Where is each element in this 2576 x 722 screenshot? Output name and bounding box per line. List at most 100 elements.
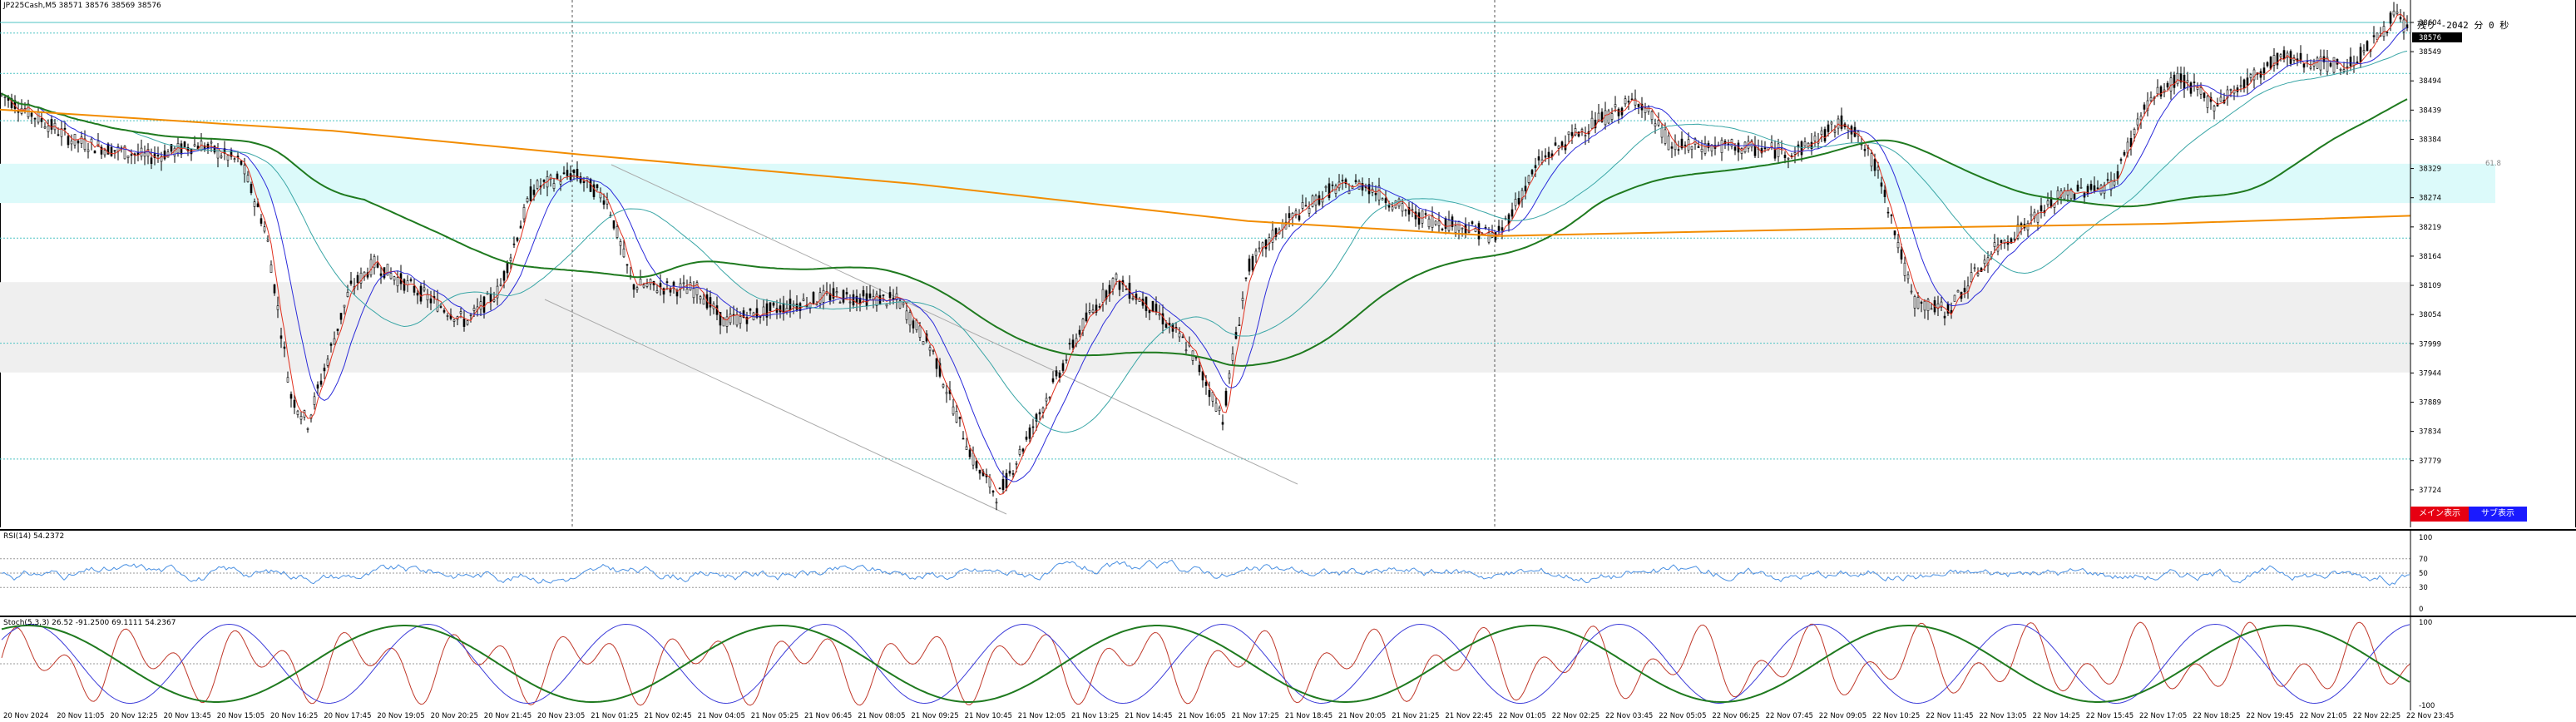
- candle-body: [1654, 123, 1657, 126]
- candle-body: [1557, 146, 1560, 149]
- candle-body: [978, 469, 981, 474]
- candle-body: [1896, 242, 1900, 249]
- candle-body: [1008, 470, 1011, 474]
- candle-body: [283, 346, 286, 349]
- time-tick-label: 20 Nov 23:05: [537, 712, 585, 720]
- candle-body: [1437, 220, 1441, 226]
- candle-body: [1241, 298, 1244, 301]
- time-tick-label: 21 Nov 09:25: [911, 712, 958, 720]
- candle-body: [1454, 225, 1457, 233]
- candle-body: [1660, 127, 1664, 138]
- candle-body: [1324, 185, 1328, 189]
- candle-body: [1760, 148, 1763, 154]
- candle-body: [1684, 144, 1687, 146]
- candle-body: [2089, 184, 2093, 190]
- price-chart-canvas[interactable]: 38604 38549 38494 38439 38384 38329 38274 38219…: [0, 0, 2576, 527]
- candle-body: [1181, 336, 1184, 339]
- candle-body: [675, 290, 679, 297]
- oscillator-indicator-pane[interactable]: 100 -100 Stoch(5,3,3) 26.52 -91.2500 69.1…: [0, 616, 2576, 710]
- candle-body: [1211, 392, 1214, 402]
- candle-body: [2173, 74, 2176, 88]
- candle-body: [2329, 62, 2332, 67]
- time-axis: 20 Nov 2024 20 Nov 11:05 20 Nov 12:25 20 No…: [0, 709, 2576, 722]
- candle-body: [1833, 131, 1837, 133]
- candle-body: [1108, 284, 1111, 294]
- candle-body: [645, 283, 649, 287]
- candle-body: [991, 491, 995, 493]
- candle-body: [37, 111, 40, 123]
- candle-body: [1035, 413, 1038, 422]
- candle-body: [802, 299, 805, 301]
- osc-slow-line: [1, 625, 2410, 703]
- candle-body: [1574, 128, 1577, 136]
- candle-body: [299, 416, 303, 420]
- candle-body: [1071, 339, 1075, 349]
- osc-fast-line: [1, 621, 2410, 706]
- candle-body: [419, 285, 423, 302]
- oscillator-canvas[interactable]: 100 -100: [0, 617, 2576, 710]
- candle-body: [2136, 118, 2139, 126]
- candle-body: [213, 146, 216, 153]
- candle-body: [386, 264, 389, 276]
- candle-body: [582, 180, 586, 183]
- candle-body: [1733, 146, 1737, 151]
- candle-body: [1341, 180, 1344, 182]
- rsi-scale-label: 50: [2419, 570, 2428, 578]
- rsi-indicator-pane[interactable]: 100 70 50 30 0 RSI(14) 54.2372: [0, 529, 2576, 616]
- candle-body: [612, 220, 616, 229]
- candle-body: [1777, 143, 1780, 157]
- candle-body: [1125, 289, 1128, 290]
- candle-body: [659, 283, 662, 288]
- candle-body: [695, 282, 699, 295]
- candle-body: [496, 285, 499, 299]
- candle-body: [40, 118, 43, 122]
- candle-body: [96, 141, 100, 146]
- candle-body: [968, 449, 972, 457]
- time-tick-label: 21 Nov 10:45: [965, 712, 1012, 720]
- candle-body: [709, 297, 712, 308]
- candle-body: [2166, 82, 2169, 88]
- candle-body: [2242, 79, 2246, 89]
- candle-body: [1787, 157, 1790, 160]
- rsi-canvas[interactable]: 100 70 50 30 0: [0, 531, 2576, 616]
- candle-body: [769, 302, 772, 311]
- candle-body: [2186, 80, 2189, 83]
- candle-body: [1271, 230, 1274, 243]
- candle-body: [67, 136, 70, 146]
- candle-body: [263, 226, 266, 232]
- candle-body: [256, 203, 260, 208]
- candle-body: [1567, 131, 1570, 136]
- time-tick-label: 20 Nov 21:45: [484, 712, 532, 720]
- main-display-button[interactable]: メイン表示: [2410, 507, 2469, 522]
- candle-body: [143, 152, 146, 157]
- candle-body: [2169, 77, 2173, 91]
- time-axis-canvas: 20 Nov 2024 20 Nov 11:05 20 Nov 12:25 20 No…: [3, 712, 2454, 720]
- candle-body: [1614, 104, 1617, 107]
- candle-body: [516, 237, 519, 241]
- candle-body: [2276, 52, 2279, 66]
- candle-body: [43, 126, 47, 129]
- price-chart-pane[interactable]: 38604 38549 38494 38439 38384 38329 38274 38219…: [0, 0, 2576, 527]
- candle-body: [459, 311, 462, 314]
- candle-body: [409, 279, 413, 281]
- candle-body: [1374, 192, 1377, 195]
- candle-body: [799, 303, 802, 311]
- candle-body: [2086, 185, 2089, 195]
- candle-body: [1294, 210, 1298, 215]
- candle-body: [905, 310, 908, 320]
- candle-body: [349, 280, 353, 284]
- candle-body: [2046, 200, 2049, 205]
- candle-body: [908, 312, 912, 326]
- candle-body: [2156, 87, 2159, 95]
- candle-body: [945, 392, 948, 394]
- candle-body: [2279, 54, 2282, 57]
- price-tick-label: 37724: [2419, 487, 2441, 495]
- candle-body: [472, 308, 476, 311]
- candle-body: [2149, 96, 2153, 101]
- candle-body: [2103, 185, 2106, 194]
- candle-body: [1913, 296, 1916, 309]
- sub-display-button[interactable]: サブ表示: [2469, 507, 2527, 522]
- candle-body: [1534, 165, 1537, 169]
- ma-mid-line: [1, 27, 2408, 482]
- symbol-info-label: JP225Cash,M5 38571 38576 38569 38576: [3, 2, 161, 10]
